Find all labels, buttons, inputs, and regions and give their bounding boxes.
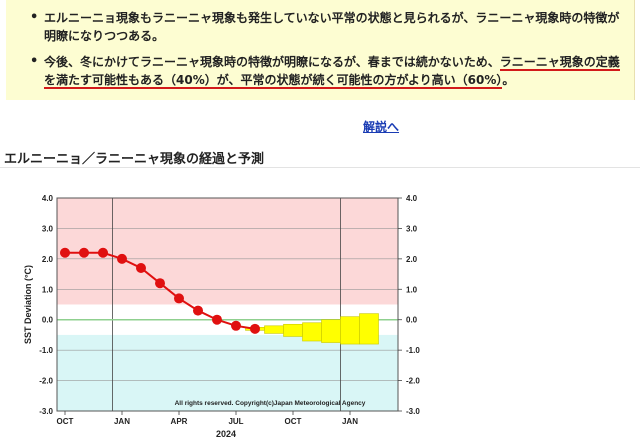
y-tick-label: -3.0 bbox=[39, 407, 53, 416]
y-tick-label-right: 4.0 bbox=[406, 194, 418, 203]
y-tick-label: 3.0 bbox=[42, 224, 54, 233]
y-tick-label-right: -1.0 bbox=[406, 346, 420, 355]
forecast-box bbox=[265, 326, 284, 334]
forecast-box bbox=[360, 314, 379, 344]
observed-point bbox=[193, 306, 203, 316]
observed-point bbox=[231, 321, 241, 331]
observed-point bbox=[136, 263, 146, 273]
x-tick-label: OCT bbox=[285, 417, 302, 426]
y-tick-label: -2.0 bbox=[39, 377, 53, 386]
observed-point bbox=[60, 248, 70, 258]
observed-point bbox=[79, 248, 89, 258]
y-axis-left: 4.0 3.0 2.0 1.0 0.0 -1.0 -2.0 -3.0 bbox=[39, 194, 53, 416]
y-tick-label: 4.0 bbox=[42, 194, 54, 203]
section-divider bbox=[0, 167, 640, 168]
observed-point bbox=[98, 248, 108, 258]
explanation-link[interactable]: 解説へ bbox=[363, 118, 399, 135]
y-tick-label-right: 2.0 bbox=[406, 255, 418, 264]
notice-bullet-text: 今後、冬にかけてラニーニャ現象時の特徴が明瞭になるが、春までは続かないため、 bbox=[44, 55, 500, 69]
copyright-text: All rights reserved. Copyright(c)Japan M… bbox=[175, 400, 366, 407]
x-tick-label: JAN bbox=[342, 417, 358, 426]
observed-point bbox=[155, 278, 165, 288]
section-title: エルニーニョ／ラニーニャ現象の経過と予測 bbox=[4, 148, 264, 167]
y-tick-label: 2.0 bbox=[42, 255, 54, 264]
x-axis-year-label: 2024 bbox=[216, 429, 236, 439]
y-axis-label: SST Deviation (°C) bbox=[23, 265, 33, 344]
x-tick-label: APR bbox=[171, 417, 188, 426]
forecast-box bbox=[341, 317, 360, 344]
y-axis-right: 4.0 3.0 2.0 1.0 0.0 -1.0 -2.0 -3.0 bbox=[398, 194, 420, 416]
elnino-band bbox=[57, 198, 398, 305]
y-tick-label: 0.0 bbox=[42, 316, 54, 325]
y-tick-label-right: -2.0 bbox=[406, 377, 420, 386]
notice-box: エルニーニョ現象もラニーニャ現象も発生していない平常の状態と見られるが、ラニーニ… bbox=[6, 0, 635, 100]
y-tick-label-right: 3.0 bbox=[406, 224, 418, 233]
y-tick-label: 1.0 bbox=[42, 285, 54, 294]
y-tick-label-right: 0.0 bbox=[406, 316, 418, 325]
y-tick-label-right: -3.0 bbox=[406, 407, 420, 416]
observed-point bbox=[174, 293, 184, 303]
forecast-box bbox=[284, 324, 303, 336]
observed-point bbox=[212, 315, 222, 325]
notice-bullet-outlook: 今後、冬にかけてラニーニャ現象時の特徴が明瞭になるが、春までは続かないため、ラニ… bbox=[44, 53, 624, 89]
notice-bullet-current-status: エルニーニョ現象もラニーニャ現象も発生していない平常の状態と見られるが、ラニーニ… bbox=[44, 9, 624, 45]
observed-point bbox=[250, 324, 260, 334]
forecast-box bbox=[322, 320, 341, 343]
notice-bullet-text-end: 。 bbox=[502, 73, 514, 87]
y-tick-label: -1.0 bbox=[39, 346, 53, 355]
notice-bullet-text: エルニーニョ現象もラニーニャ現象も発生していない平常の状態と見られるが、ラニーニ… bbox=[44, 11, 619, 43]
enso-chart-svg: 4.0 3.0 2.0 1.0 0.0 -1.0 -2.0 -3.0 4.0 3.0 2.0 1.0… bbox=[0, 180, 640, 439]
forecast-box bbox=[303, 323, 322, 341]
x-tick-label: JAN bbox=[114, 417, 130, 426]
x-tick-label: JUL bbox=[228, 417, 243, 426]
y-tick-label-right: 1.0 bbox=[406, 285, 418, 294]
x-tick-label: OCT bbox=[57, 417, 74, 426]
enso-chart: 4.0 3.0 2.0 1.0 0.0 -1.0 -2.0 -3.0 4.0 3.0 2.0 1.0… bbox=[0, 180, 640, 439]
observed-point bbox=[117, 254, 127, 264]
x-axis: OCT JAN APR JUL OCT JAN bbox=[57, 411, 359, 426]
